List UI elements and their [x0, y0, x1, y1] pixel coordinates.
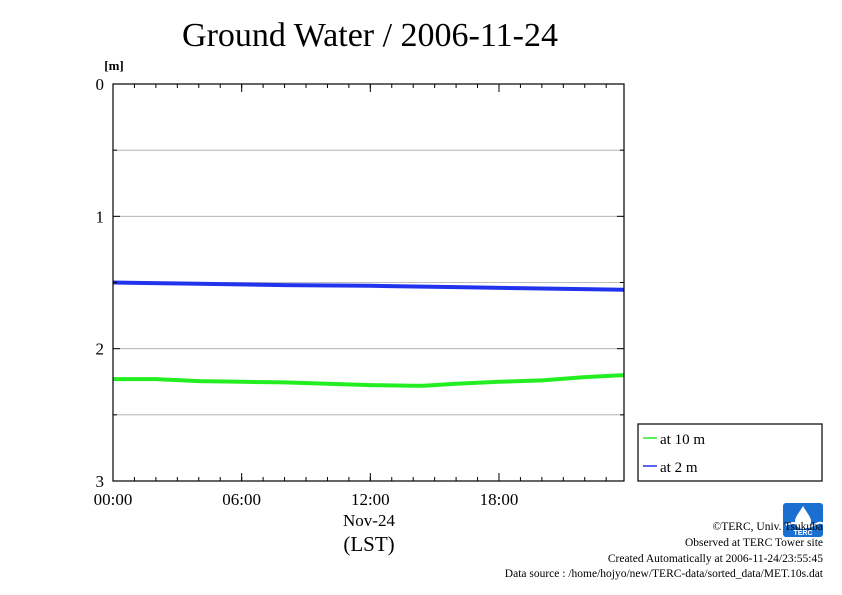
series-line-1 — [112, 280, 625, 292]
series-line-0 — [113, 373, 625, 388]
axis-ticks — [112, 83, 624, 482]
logo-wave-icon — [785, 521, 823, 528]
logo-text: TERC — [793, 530, 812, 537]
y-tick-label: 2 — [96, 340, 105, 359]
footer-copyright: ©TERC, Univ. Tsukuba — [712, 521, 823, 533]
y-tick-label: 0 — [96, 75, 105, 94]
legend-label-2m: at 2 m — [660, 460, 698, 476]
legend-box — [637, 423, 823, 482]
x-tick-label: 12:00 — [351, 490, 390, 509]
x-axis-label: (LST) — [343, 532, 394, 556]
x-tick-label: 06:00 — [222, 490, 261, 509]
logo-drop-icon — [795, 506, 811, 529]
footer-created: Created Automatically at 2006-11-24/23:5… — [607, 552, 823, 565]
x-date-label: Nov-24 — [343, 511, 395, 530]
legend-label-10m: at 10 m — [660, 432, 705, 448]
y-tick-label: 1 — [96, 207, 105, 226]
y-tick-label: 3 — [96, 472, 105, 491]
terc-logo-icon: TERC — [783, 503, 823, 537]
footer-credits: ©TERC, Univ. Tsukuba Observed at TERC To… — [505, 520, 823, 583]
series-group — [112, 280, 625, 388]
x-tick-label: 00:00 — [94, 490, 133, 509]
chart-title: Ground Water / 2006-11-24 — [182, 17, 558, 54]
x-tick-label: 18:00 — [480, 490, 519, 509]
footer-source: Data source : /home/hojyo/new/TERC-data/… — [504, 568, 823, 581]
y-axis-label: [m] — [104, 58, 124, 73]
footer-observed: Observed at TERC Tower site — [684, 536, 823, 549]
tick-labels: 0 1 2 300:00 06:00 12:00 18:00 — [94, 75, 519, 509]
legend: at 10 m at 2 m — [637, 423, 823, 482]
